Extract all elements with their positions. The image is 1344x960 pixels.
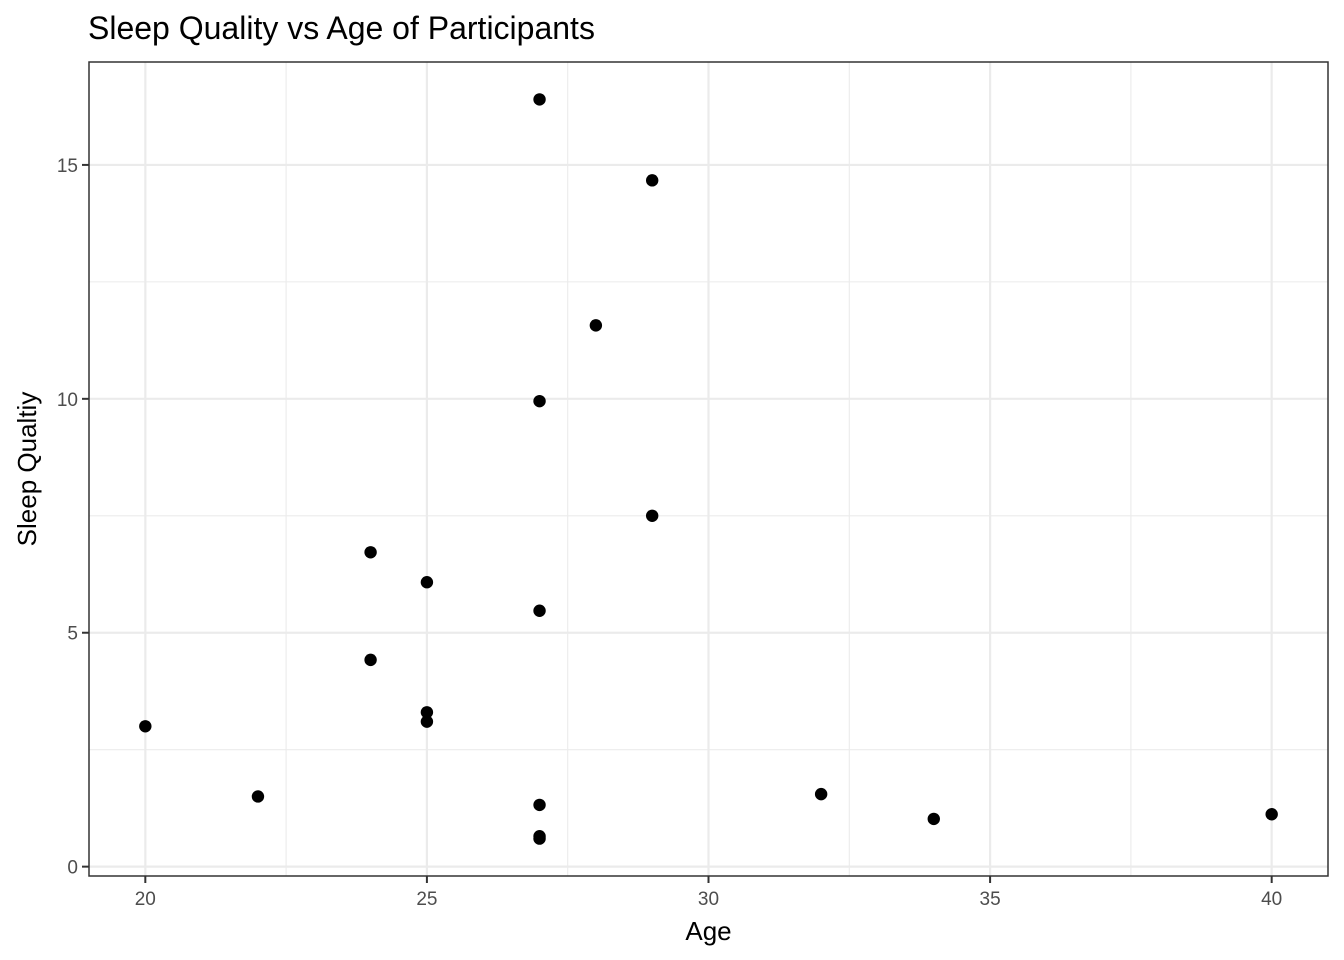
data-point [533,832,546,845]
x-tick-label: 20 [135,889,156,910]
data-point [364,653,377,667]
axes: 20 25 30 35 40 0 5 10 15 [57,156,1282,910]
data-point [139,720,152,733]
chart-title: Sleep Quality vs Age of Participants [88,10,595,46]
y-axis-title: Sleep Qualtiy [12,392,42,547]
data-point [533,798,546,812]
x-tick-label: 25 [416,889,437,910]
y-tick-label: 5 [67,624,78,645]
data-point [420,706,434,719]
grid-lines [89,62,1328,876]
data-point [645,174,659,187]
data-point [814,787,828,801]
data-point [533,93,546,106]
data-point [533,604,546,617]
data-point [927,812,940,826]
y-tick-label: 0 [67,858,78,879]
data-point [420,576,434,589]
data-point [1265,808,1278,821]
data-points [139,93,1278,845]
x-tick-label: 35 [980,889,1001,910]
x-axis-title: Age [685,916,731,946]
x-tick-label: 30 [698,889,719,910]
y-tick-label: 15 [57,156,78,177]
data-point [420,715,434,728]
data-point [533,394,546,408]
data-point [251,790,265,803]
data-point [364,546,377,559]
x-tick-label: 40 [1261,889,1282,910]
data-point [645,509,659,522]
y-tick-label: 10 [57,390,78,411]
data-point [589,319,603,332]
